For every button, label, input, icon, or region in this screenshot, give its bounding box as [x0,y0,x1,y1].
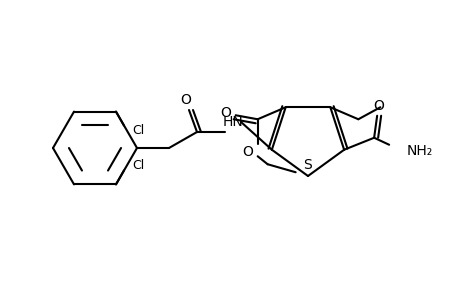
Text: NH₂: NH₂ [405,144,431,158]
Text: HN: HN [222,115,243,129]
Text: Cl: Cl [132,159,144,172]
Text: O: O [242,145,252,159]
Text: Cl: Cl [132,124,144,137]
Text: O: O [220,106,230,120]
Text: O: O [180,93,191,107]
Text: S: S [303,158,312,172]
Text: O: O [373,99,384,113]
